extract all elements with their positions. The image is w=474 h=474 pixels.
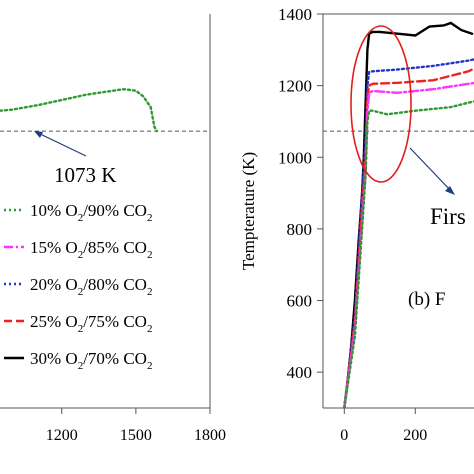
legend-text: 20% O bbox=[30, 275, 78, 294]
left-annotation-arrowhead bbox=[34, 131, 43, 138]
left-series-line bbox=[0, 87, 159, 133]
legend-text: 25% O bbox=[30, 312, 78, 331]
legend-subscript: 2 bbox=[78, 286, 84, 298]
legend-text: /75% CO bbox=[83, 312, 147, 331]
right-panel: 400 600 800 1000 1200 1400 0 200 Tempterature (K… bbox=[239, 5, 474, 444]
legend-entry: 15% O2/85% CO2 bbox=[30, 238, 152, 261]
right-y-tick-label: 800 bbox=[287, 220, 313, 239]
right-series-line bbox=[343, 81, 474, 408]
legend-entry: 30% O2/70% CO2 bbox=[30, 349, 152, 372]
legend-subscript: 2 bbox=[147, 323, 153, 335]
right-series-line bbox=[343, 21, 474, 408]
legend-subscript: 2 bbox=[147, 286, 153, 298]
right-y-tick-label: 1000 bbox=[278, 148, 312, 167]
left-x-tick-label: 1800 bbox=[194, 427, 226, 444]
legend-text: /85% CO bbox=[83, 238, 147, 257]
legend-text: 10% O bbox=[30, 201, 78, 220]
legend-text: 30% O bbox=[30, 349, 78, 368]
right-x-tick-label: 0 bbox=[340, 427, 348, 444]
right-series-line bbox=[343, 100, 474, 408]
legend-subscript: 2 bbox=[78, 212, 84, 224]
highlight-ellipse bbox=[350, 25, 412, 183]
legend-entry: 20% O2/80% CO2 bbox=[30, 275, 152, 298]
legend-subscript: 2 bbox=[147, 249, 153, 261]
left-x-tick-label: 1200 bbox=[46, 427, 78, 444]
right-y-tick-label: 400 bbox=[287, 363, 313, 382]
right-annotation-label: Firs bbox=[430, 204, 466, 229]
right-y-tick-label: 1200 bbox=[278, 77, 312, 96]
right-series-line bbox=[343, 67, 474, 408]
legend-entry: 10% O2/90% CO2 bbox=[30, 201, 152, 224]
legend-text: /90% CO bbox=[83, 201, 147, 220]
right-series-line bbox=[343, 58, 474, 408]
legend-text: /80% CO bbox=[83, 275, 147, 294]
left-reference-label: 1073 K bbox=[54, 163, 116, 187]
legend-subscript: 2 bbox=[147, 212, 153, 224]
right-x-tick-label: 200 bbox=[403, 427, 427, 444]
legend-text: 15% O bbox=[30, 238, 78, 257]
right-y-tick-label: 1400 bbox=[278, 5, 312, 24]
left-annotation-arrow bbox=[35, 131, 87, 157]
legend-entry: 25% O2/75% CO2 bbox=[30, 312, 152, 335]
right-y-tick-label: 600 bbox=[287, 292, 313, 311]
left-x-tick-label: 1500 bbox=[120, 427, 152, 444]
right-annotation-arrow bbox=[409, 147, 453, 193]
right-panel-label: (b) F bbox=[408, 289, 445, 310]
right-annotation-arrowhead bbox=[445, 186, 455, 195]
legend-subscript: 2 bbox=[78, 323, 84, 335]
legend-text: /70% CO bbox=[83, 349, 147, 368]
legend-subscript: 2 bbox=[78, 249, 84, 261]
legend-subscript: 2 bbox=[78, 360, 84, 372]
legend-subscript: 2 bbox=[147, 360, 153, 372]
right-y-axis-title: Tempterature (K) bbox=[239, 152, 258, 270]
